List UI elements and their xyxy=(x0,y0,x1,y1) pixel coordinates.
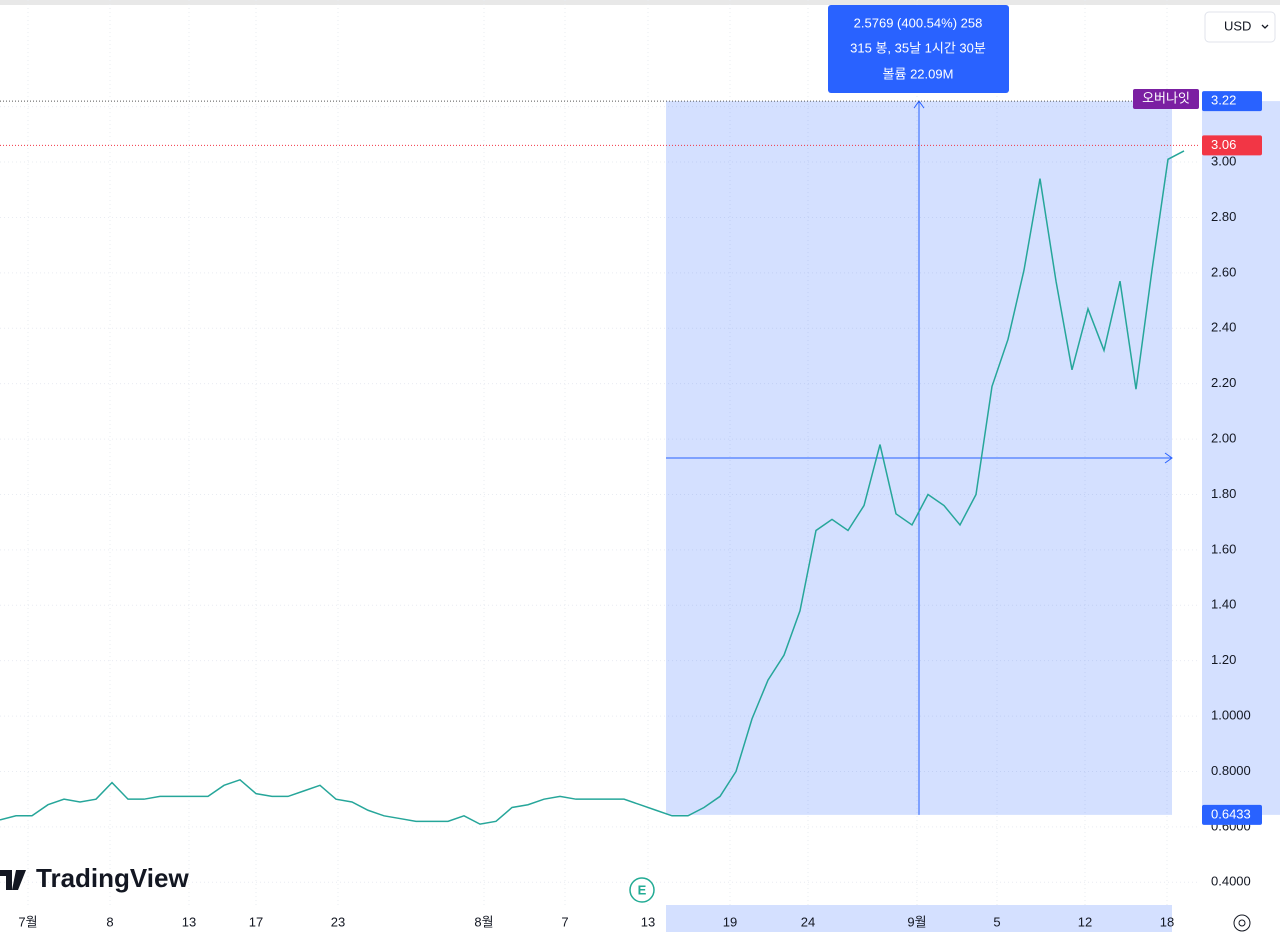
settings-icon[interactable] xyxy=(1233,914,1251,932)
y-tick-label: 0.8000 xyxy=(1211,763,1251,778)
x-tick-label: 5 xyxy=(993,914,1000,929)
measure-box xyxy=(828,5,1009,93)
y-tick-label: 0.4000 xyxy=(1211,874,1251,889)
x-tick-label: 24 xyxy=(801,914,815,929)
x-tick-label: 8 xyxy=(106,914,113,929)
y-tick-label: 3.00 xyxy=(1211,153,1236,168)
x-tick-label: 13 xyxy=(182,914,196,929)
price-line-series xyxy=(0,150,1185,825)
x-tick-label: 13 xyxy=(641,914,655,929)
session-badge xyxy=(1133,89,1199,109)
x-tick-label: 7 xyxy=(561,914,568,929)
top-strip xyxy=(0,0,1280,5)
x-tick-label: 9월 xyxy=(907,914,926,929)
x-tick-label: 7월 xyxy=(18,914,37,929)
measure-text: 볼륨 22.09M xyxy=(883,66,954,81)
y-tick-label: 2.20 xyxy=(1211,375,1236,390)
y-tick-label: 2.40 xyxy=(1211,320,1236,335)
arrow-head xyxy=(1164,452,1173,464)
chevron xyxy=(1261,24,1269,29)
logo-mark xyxy=(0,870,26,890)
plot xyxy=(0,100,1200,825)
x-tick-label: 17 xyxy=(249,914,263,929)
measure-time-band xyxy=(666,905,1172,932)
measure-text: 2.5769 (400.54%) 258 xyxy=(854,15,983,30)
y-tick-label: 1.0000 xyxy=(1211,708,1251,723)
y-tick-label: 2.60 xyxy=(1211,264,1236,279)
currency-button[interactable] xyxy=(1204,11,1276,43)
x-tick-label: 19 xyxy=(723,914,737,929)
measure-text: 315 봉, 35날 1시간 30분 xyxy=(850,40,986,55)
y-tick-label: 1.80 xyxy=(1211,486,1236,501)
y-tick-label: 1.40 xyxy=(1211,597,1236,612)
brand: TradingView xyxy=(36,863,189,893)
price-label: 3.22 xyxy=(1211,93,1236,108)
session-label: 오버나잇 xyxy=(1142,90,1190,105)
event-badge[interactable] xyxy=(629,877,655,903)
measure-price-band xyxy=(1202,101,1280,815)
x-tick-label: 18 xyxy=(1160,914,1174,929)
price-label-box xyxy=(1202,135,1262,156)
y-tick-label: 2.00 xyxy=(1211,431,1236,446)
price-label-box xyxy=(1202,91,1262,112)
x-tick-label: 8월 xyxy=(474,914,493,929)
axes: 0.40000.60000.80001.00001.201.401.601.80… xyxy=(18,91,1262,929)
y-tick-label: 1.20 xyxy=(1211,652,1236,667)
price-label: 0.6433 xyxy=(1211,806,1251,821)
price-label-box xyxy=(1202,804,1262,825)
event-marker: E xyxy=(638,882,647,897)
y-tick-label: 1.60 xyxy=(1211,541,1236,556)
price-label: 3.06 xyxy=(1211,137,1236,152)
measure xyxy=(666,100,1280,932)
grid xyxy=(0,0,1200,905)
settings-icon-core xyxy=(1238,919,1246,927)
x-tick-label: 12 xyxy=(1078,914,1092,929)
x-tick-label: 23 xyxy=(331,914,345,929)
currency-label: USD xyxy=(1224,18,1251,33)
y-tick-label: 2.80 xyxy=(1211,209,1236,224)
